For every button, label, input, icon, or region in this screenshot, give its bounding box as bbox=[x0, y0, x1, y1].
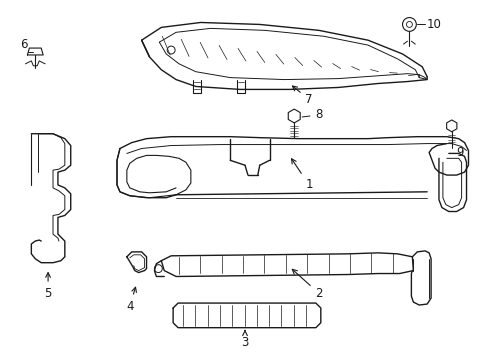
Text: 2: 2 bbox=[293, 269, 322, 300]
Text: 3: 3 bbox=[241, 330, 249, 349]
Text: 7: 7 bbox=[293, 86, 313, 106]
Text: 8: 8 bbox=[315, 108, 322, 121]
Text: 10: 10 bbox=[427, 18, 442, 31]
Text: 1: 1 bbox=[292, 159, 313, 192]
Text: 9: 9 bbox=[456, 146, 464, 159]
Text: 4: 4 bbox=[126, 287, 136, 312]
Text: 5: 5 bbox=[45, 273, 52, 300]
Text: 6: 6 bbox=[20, 38, 27, 51]
